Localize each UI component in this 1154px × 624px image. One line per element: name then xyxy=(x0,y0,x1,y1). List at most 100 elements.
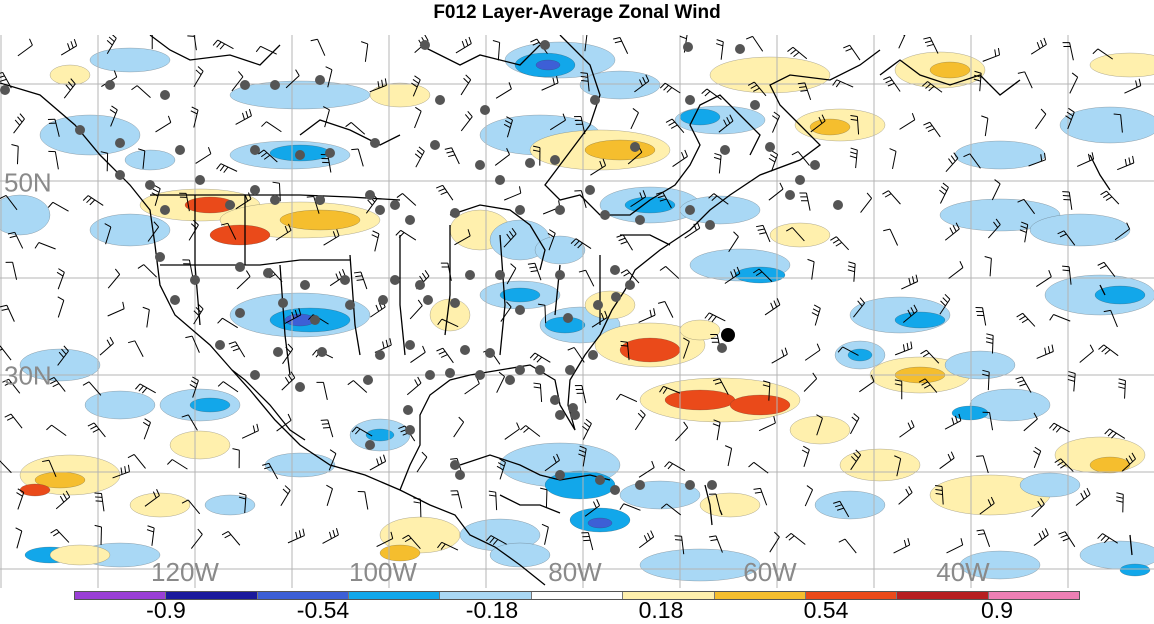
wind-barb xyxy=(639,531,653,548)
station-dot xyxy=(460,345,470,355)
station-dot xyxy=(375,205,385,215)
wind-barb xyxy=(923,122,940,137)
lon-label-120w: 120W xyxy=(151,557,219,588)
highlighted-station-dot xyxy=(721,328,735,342)
wind-barb xyxy=(316,382,327,400)
wind-barb xyxy=(436,348,453,363)
wind-barb xyxy=(361,42,368,62)
wind-contour xyxy=(710,57,830,93)
wind-contour xyxy=(536,60,560,70)
wind-contour xyxy=(848,349,872,361)
wind-contour xyxy=(265,453,335,477)
wind-barb xyxy=(923,37,938,53)
wind-barb xyxy=(1049,423,1069,432)
wind-barb xyxy=(372,231,379,251)
colorbar-label: 0.18 xyxy=(639,597,684,624)
station-dot xyxy=(480,105,490,115)
wind-barb xyxy=(14,114,25,134)
station-dot xyxy=(550,395,560,405)
wind-barb xyxy=(11,144,18,164)
wind-barb xyxy=(808,259,815,279)
station-dot xyxy=(390,200,400,210)
station-dot xyxy=(810,160,820,170)
wind-barb xyxy=(445,148,460,164)
station-dot xyxy=(555,470,565,480)
station-dot xyxy=(75,125,85,135)
wind-barb xyxy=(232,449,239,468)
station-dot xyxy=(765,142,775,152)
wind-contour xyxy=(580,71,660,99)
wind-barb xyxy=(236,109,252,124)
station-dot xyxy=(455,470,465,480)
wind-barb xyxy=(992,180,1000,200)
wind-barb xyxy=(685,222,700,238)
station-dot xyxy=(555,270,565,280)
wind-barb xyxy=(799,193,810,211)
wind-barb xyxy=(156,116,171,132)
station-dot xyxy=(735,44,745,54)
wind-barb xyxy=(461,75,471,95)
wind-barb xyxy=(530,353,550,362)
wind-barb xyxy=(100,337,113,355)
colorbar-label: 0.54 xyxy=(804,597,849,624)
station-dot xyxy=(585,185,595,195)
wind-barb xyxy=(1124,79,1140,93)
wind-contour xyxy=(430,299,470,331)
wind-contour xyxy=(1020,473,1080,497)
wind-barb xyxy=(725,446,731,466)
wind-contour xyxy=(500,288,540,302)
station-dot xyxy=(475,370,485,380)
station-dot xyxy=(370,138,380,148)
wind-barb xyxy=(407,377,421,395)
wind-barb xyxy=(616,394,637,401)
station-dot xyxy=(630,142,640,152)
wind-barb xyxy=(976,308,986,326)
station-dot xyxy=(568,403,578,413)
station-dot xyxy=(273,347,283,357)
wind-barb xyxy=(217,164,237,173)
wind-barb xyxy=(326,485,332,506)
wind-barb xyxy=(189,220,198,240)
wind-barb xyxy=(191,107,198,127)
wind-barb xyxy=(716,40,723,60)
wind-contour xyxy=(952,406,988,420)
station-dot xyxy=(563,313,573,323)
station-dot xyxy=(115,138,125,148)
wind-barb xyxy=(35,243,56,250)
station-dot xyxy=(565,365,575,375)
wind-contour xyxy=(840,449,920,481)
wind-contour xyxy=(895,312,945,328)
wind-barb xyxy=(631,108,639,128)
coast-line xyxy=(232,370,305,440)
wind-barb xyxy=(883,229,897,245)
station-dot xyxy=(610,265,620,275)
station-dot xyxy=(593,300,603,310)
wind-barb xyxy=(461,111,472,131)
wind-barb xyxy=(456,37,471,53)
wind-barb xyxy=(665,462,685,471)
wind-barb xyxy=(493,41,500,61)
wind-barb xyxy=(981,116,988,136)
wind-barb xyxy=(1018,72,1032,88)
wind-contour xyxy=(680,109,720,125)
station-dot xyxy=(685,95,695,105)
wind-barb xyxy=(1062,192,1072,210)
wind-barb xyxy=(261,122,281,132)
wind-barb xyxy=(804,373,817,392)
wind-barb xyxy=(61,39,76,55)
wind-barb xyxy=(639,461,654,477)
colorbar xyxy=(74,591,1080,600)
wind-barb xyxy=(167,459,187,469)
wind-barb xyxy=(899,35,907,48)
station-dot xyxy=(340,275,350,285)
wind-barb xyxy=(792,152,810,166)
wind-contour xyxy=(210,225,270,245)
wind-barb xyxy=(833,80,854,87)
wind-barb xyxy=(321,420,333,437)
wind-barb xyxy=(787,47,806,59)
wind-barb xyxy=(1035,109,1045,129)
station-dot xyxy=(555,410,565,420)
wind-contour xyxy=(125,150,175,170)
station-dot xyxy=(263,268,273,278)
station-dot xyxy=(450,460,460,470)
